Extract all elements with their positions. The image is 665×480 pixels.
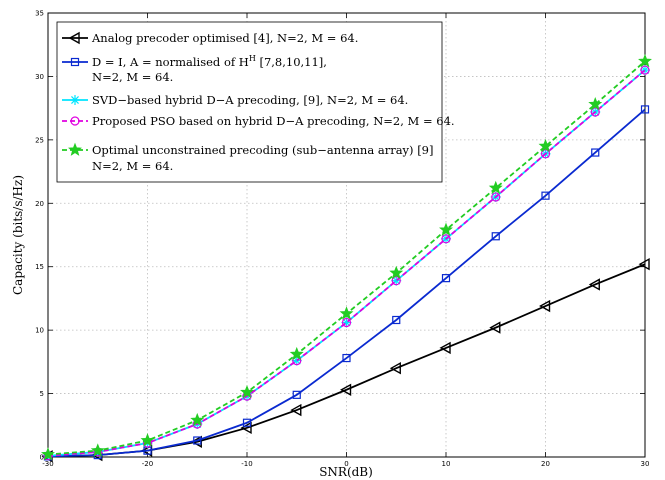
series-1-marker — [441, 274, 451, 283]
x-axis-label: SNR(dB) — [319, 465, 373, 479]
legend-symbol-pso — [62, 116, 88, 126]
legend-marker-2-stroke — [71, 96, 79, 104]
series-4-marker — [389, 265, 404, 279]
legend: Analog precoder optimised [4], N=2, M = … — [56, 21, 455, 183]
series-1-marker — [242, 418, 252, 427]
legend-entry-pso: Proposed PSO based on hybrid D−A precodi… — [62, 114, 455, 128]
legend-label-d-identity-line2: N=2, M = 64. — [92, 70, 173, 84]
series-1-marker — [342, 353, 351, 363]
legend-label-analog: Analog precoder optimised [4], N=2, M = … — [91, 31, 358, 45]
x-tick-label: 10 — [442, 460, 451, 468]
legend-entry-analog: Analog precoder optimised [4], N=2, M = … — [62, 31, 358, 45]
y-tick-label: 25 — [35, 136, 44, 144]
y-axis-label: Capacity (bits/s/Hz) — [11, 175, 25, 295]
legend-label-d-identity-sup: H — [249, 54, 256, 63]
series-4-marker — [140, 433, 155, 447]
series-lines — [41, 53, 652, 463]
legend-label-optimal-line2: N=2, M = 64. — [92, 159, 173, 173]
legend-symbol-svd — [62, 95, 88, 105]
legend-symbol-analog — [62, 31, 88, 45]
x-tick-label: -20 — [142, 460, 153, 468]
series-3-marker — [491, 192, 501, 202]
series-1-marker — [292, 390, 301, 399]
legend-marker-0 — [68, 31, 80, 45]
series-1-marker — [491, 232, 500, 241]
axis-ticks: -30 -20 -10 0 10 20 30 0 5 10 15 20 25 30 35 — [35, 10, 649, 469]
legend-box — [56, 21, 443, 183]
series-1-marker — [640, 105, 650, 114]
y-tick-label: 20 — [35, 200, 44, 208]
series-4-marker — [339, 306, 354, 320]
series-3-marker — [640, 65, 650, 75]
legend-label-svd: SVD−based hybrid D−A precoding, [9], N=2… — [92, 93, 408, 107]
series-1-marker — [541, 191, 550, 200]
series-1-marker — [392, 315, 401, 325]
series-1-marker — [591, 148, 600, 157]
y-tick-label: 5 — [40, 390, 44, 398]
series-4-marker — [289, 346, 304, 361]
y-tick-label: 10 — [35, 327, 44, 335]
series-0-marker — [240, 421, 252, 435]
series-3-marker — [590, 107, 600, 117]
series-3-marker — [540, 149, 551, 159]
y-tick-label: 0 — [40, 454, 44, 462]
series-0-marker — [539, 299, 551, 313]
series-3-marker — [441, 234, 451, 244]
series-4-marker — [488, 180, 503, 194]
x-tick-label: 0 — [344, 460, 348, 468]
series-0-marker — [489, 321, 501, 334]
legend-entry-svd: SVD−based hybrid D−A precoding, [9], N=2… — [62, 93, 408, 107]
series-line-1 — [47, 108, 646, 458]
series-0-marker — [439, 341, 451, 355]
x-tick-label: -30 — [42, 460, 53, 468]
legend-marker-2 — [70, 95, 80, 105]
x-tick-label: -10 — [241, 460, 252, 468]
legend-marker-3 — [70, 116, 80, 126]
x-tick-label: 20 — [541, 460, 550, 468]
series-0-marker — [389, 362, 401, 375]
series-4-marker — [638, 53, 652, 68]
y-tick-label: 15 — [35, 263, 44, 271]
legend-symbol-optimal — [62, 142, 88, 156]
series-1-marker — [193, 436, 202, 445]
legend-symbol-d-identity — [62, 57, 88, 67]
legend-label-d-identity-refs: [7,8,10,11], — [256, 55, 327, 69]
legend-marker-1 — [70, 57, 80, 67]
x-tick-label: 30 — [641, 460, 650, 468]
series-4-marker — [538, 138, 553, 153]
series-4-marker — [41, 447, 55, 461]
series-4-marker — [240, 384, 254, 399]
series-3-marker — [341, 317, 352, 328]
series-4 — [41, 53, 652, 461]
series-3-marker — [391, 276, 401, 286]
series-0-marker — [638, 257, 650, 271]
series-0-marker — [290, 403, 302, 417]
y-tick-label: 35 — [35, 10, 44, 18]
legend-label-pso: Proposed PSO based on hybrid D−A precodi… — [92, 114, 455, 128]
series-4-marker — [190, 412, 205, 427]
legend-label-d-identity: D = I, A = normalised of HH [7,8,10,11], — [92, 54, 327, 69]
legend-entry-d-identity: D = I, A = normalised of HH [7,8,10,11],… — [62, 54, 327, 84]
series-4-marker — [439, 222, 453, 236]
y-tick-label: 30 — [35, 73, 44, 81]
series-1 — [43, 105, 650, 461]
legend-label-d-identity-text: D = I, A = normalised of H — [92, 55, 249, 69]
series-4-marker — [90, 443, 105, 457]
legend-entry-optimal: Optimal unconstrained precoding (sub−ant… — [62, 142, 434, 173]
legend-label-optimal: Optimal unconstrained precoding (sub−ant… — [92, 143, 434, 157]
series-0-marker — [588, 278, 600, 291]
series-0 — [41, 257, 650, 463]
series-0-marker — [340, 383, 352, 396]
legend-marker-4 — [68, 142, 82, 156]
series-4-marker — [588, 97, 603, 111]
